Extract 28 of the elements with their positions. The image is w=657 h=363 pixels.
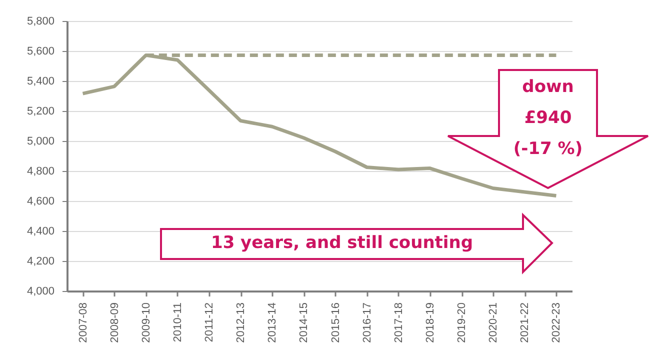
x-tick-label: 2022-23 (550, 302, 563, 343)
x-tick-label: 2016-17 (361, 302, 374, 343)
x-tick-label: 2011-12 (204, 302, 216, 342)
x-tick-label: 2018-19 (424, 302, 436, 343)
y-tick-label: 5,600 (26, 46, 54, 58)
y-tick-label: 4,600 (26, 196, 54, 208)
y-tick-label: 5,000 (26, 136, 54, 148)
x-tick-label: 2010-11 (172, 302, 184, 342)
x-tick-label: 2019-20 (456, 302, 468, 343)
x-tick-label: 2014-15 (298, 302, 310, 343)
x-tick-label: 2012-13 (235, 302, 248, 343)
x-tick-label: 2007-08 (77, 302, 90, 343)
y-tick-label: 4,200 (26, 256, 54, 268)
y-tick-label: 4,400 (26, 226, 54, 238)
x-tick-label: 2017-18 (392, 302, 405, 343)
y-tick-label: 5,400 (26, 76, 54, 88)
y-tick-label: 4,000 (26, 286, 54, 298)
y-tick-label: 5,800 (26, 16, 54, 28)
x-tick-label: 2013-14 (266, 302, 279, 343)
annotation: 13 years, and still counting (210, 232, 474, 254)
annotation: down £940 (-17 %) (512, 76, 584, 161)
y-tick-label: 4,800 (26, 166, 54, 178)
x-tick-label: 2020-21 (488, 302, 500, 343)
x-tick-label: 2009-10 (140, 302, 152, 343)
x-tick-label: 2015-16 (330, 302, 342, 343)
x-tick-label: 2008-09 (108, 302, 121, 343)
y-tick-label: 5,200 (26, 106, 54, 118)
x-tick-label: 2021-22 (519, 302, 532, 343)
